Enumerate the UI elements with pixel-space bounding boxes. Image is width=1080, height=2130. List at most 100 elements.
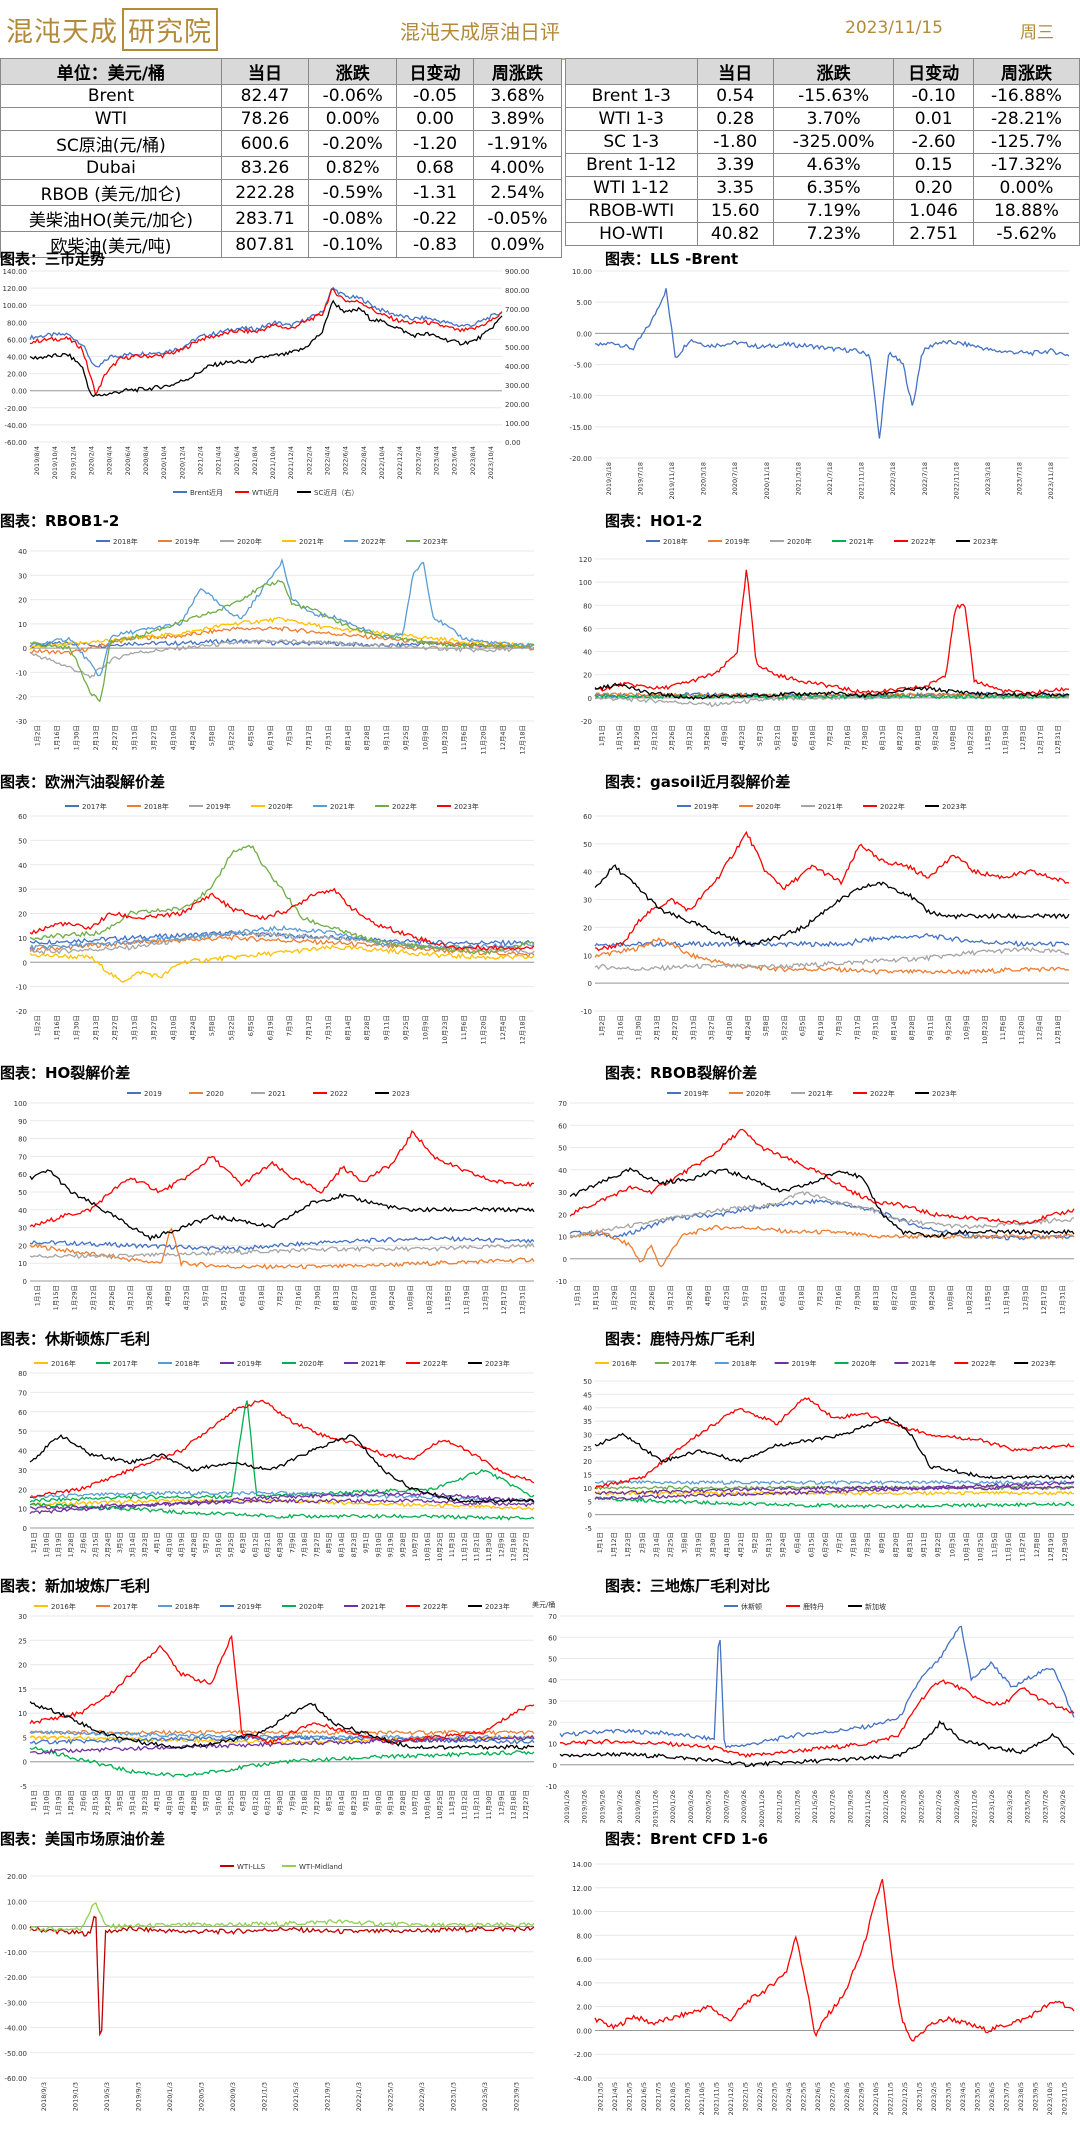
table-cell: -0.06%: [308, 84, 398, 108]
x-tick-label: 2021/4/5: [611, 2082, 619, 2111]
legend-label: 2022年: [911, 537, 936, 546]
table-cell: HO-WTI: [565, 222, 698, 246]
x-tick-label: 12月31日: [1059, 1285, 1067, 1315]
y-tick-label: 0: [23, 1759, 27, 1767]
x-tick-label: 6月19日: [266, 1015, 274, 1040]
table-cell: 0.20: [893, 176, 974, 200]
x-tick-label: 2022/4/4: [324, 446, 332, 475]
x-tick-label: 8月14日: [344, 1015, 352, 1040]
x-tick-label: 2022/7/18: [921, 462, 929, 495]
x-tick-label: 9月25日: [945, 1015, 953, 1040]
x-tick-label: 6月19日: [817, 1015, 825, 1040]
series-line: [559, 1625, 1075, 1749]
table-cell: 15.60: [696, 199, 774, 223]
series-line: [29, 288, 503, 397]
x-tick-label: 2022/9/26: [953, 1790, 961, 1823]
x-tick-label: 7月30日: [861, 725, 869, 750]
y-tick-label: 40: [583, 649, 592, 657]
x-tick-label: 7月3日: [286, 725, 294, 746]
x-tick-label: 12月3日: [481, 1285, 489, 1310]
x-tick-label: 2023/3/5: [945, 2082, 953, 2111]
y-tick-label: 10.00: [7, 1898, 27, 1906]
x-tick-label: 8月14日: [337, 1790, 345, 1815]
table-cell: 0.01: [893, 107, 974, 131]
x-tick-label: 5月21日: [773, 725, 781, 750]
y-tick-label: 40: [583, 869, 592, 877]
table-row: WTI 1-3 0.28 3.70% 0.01 -28.21%: [565, 107, 1080, 131]
x-tick-label: 2019/11/18: [668, 462, 676, 499]
y-tick-label: 20: [583, 924, 592, 932]
table-cell: 0.00%: [972, 176, 1080, 200]
x-tick-label: 5月2日: [751, 1532, 759, 1553]
x-tick-label: 12月17日: [1040, 1285, 1048, 1315]
y-tick-label: 60.00: [7, 336, 27, 344]
x-tick-label: 11月20日: [1017, 1015, 1025, 1045]
y-tick-label: -20: [16, 1008, 27, 1016]
x-tick-label: 3月12日: [127, 1285, 135, 1310]
legend-label: 2023年: [485, 1359, 510, 1368]
x-tick-label: 2020/12/4: [178, 446, 186, 479]
table-header-row: 当日 涨跌 日变动 周涨跌: [565, 58, 1080, 85]
table-row: HO-WTI 40.82 7.23% 2.751 -5.62%: [565, 222, 1080, 246]
x-tick-label: 2021/6/4: [233, 446, 241, 475]
legend-label: 2016年: [51, 1359, 76, 1368]
x-tick-label: 2023/6/4: [451, 446, 459, 475]
legend-label: 2020年: [237, 537, 262, 546]
chart-c6: -10 0 10 20 30 40 50 60 1月2日 1月16日 1月30日 2月13日 2月27日…: [581, 802, 1070, 1045]
table-cell: 3.68%: [472, 84, 563, 108]
column-header: 单位：美元/桶: [0, 58, 222, 85]
y-tick-label: 25: [18, 1637, 27, 1645]
x-tick-label: 7月27日: [313, 1790, 321, 1815]
x-tick-label: 6月18日: [808, 725, 816, 750]
legend-label: WTI近月: [252, 488, 279, 497]
series-line: [29, 1915, 535, 2037]
y-tick-label: -60.00: [4, 2075, 27, 2083]
x-tick-label: 5月8日: [208, 1015, 216, 1036]
x-tick-label: 2020/8/4: [142, 446, 150, 475]
x-tick-label: 5月21日: [220, 1285, 228, 1310]
x-tick-label: 7月17日: [853, 1015, 861, 1040]
x-tick-label: 6月15日: [807, 1532, 815, 1557]
y-tick-label: 40: [548, 1677, 557, 1685]
table-cell: 0.00: [396, 107, 474, 131]
x-tick-label: 7月2日: [816, 1285, 824, 1306]
x-tick-label: 8月13日: [332, 1285, 340, 1310]
x-tick-label: 6月5日: [247, 725, 255, 746]
y2-tick-label: 800.00: [505, 287, 530, 295]
y-tick-label: 20: [18, 1662, 27, 1670]
x-tick-label: 2021/11/18: [858, 462, 866, 499]
table-row: SC原油(元/桶) 600.6 -0.20% -1.20 -1.91%: [0, 130, 563, 157]
series-line: [594, 1397, 1075, 1490]
legend-label: 2023年: [1031, 1359, 1056, 1368]
y-tick-label: -40.00: [4, 422, 27, 430]
x-tick-label: 1月1日: [598, 725, 606, 746]
x-tick-label: 2023/5/3: [481, 2082, 489, 2111]
x-tick-label: 10月3日: [948, 1532, 956, 1557]
y-tick-label: 20: [558, 1211, 567, 1219]
y-tick-label: -10: [556, 1278, 567, 1286]
chart-c4: -20 0 20 40 60 80 100 120 1月1日 1月15日 1月29日 2月12日 2月2…: [579, 537, 1070, 755]
y-tick-label: 0.00: [11, 1924, 27, 1932]
x-tick-label: 2月26日: [668, 725, 676, 750]
x-tick-label: 12月19日: [1047, 1532, 1055, 1562]
chart-c3: -30 -20 -10 0 10 20 30 40 1月2日 1月16日 1月30日 2月13日 2月2…: [16, 537, 535, 755]
y-tick-label: 50: [583, 1378, 592, 1386]
x-tick-label: 5月16日: [215, 1790, 223, 1815]
chart-c5: -20 -10 0 10 20 30 40 50 60 1月2日 1月16日 1月30日 2月13日 2月…: [16, 802, 535, 1045]
x-tick-label: 10月9日: [421, 725, 429, 750]
x-tick-label: 3月12日: [686, 725, 694, 750]
x-tick-label: 3月5日: [116, 1532, 124, 1553]
x-tick-label: 11月6日: [460, 725, 468, 750]
x-tick-label: 2月6日: [79, 1790, 87, 1811]
x-tick-label: 3月27日: [150, 1015, 158, 1040]
series-line: [594, 569, 1070, 695]
x-tick-label: 4月23日: [738, 725, 746, 750]
legend-label: 休斯顿: [741, 1602, 762, 1611]
y-tick-label: 45: [583, 1391, 592, 1399]
y-tick-label: 60: [558, 1122, 567, 1130]
y-tick-label: 140.00: [3, 268, 28, 276]
x-tick-label: 11月20日: [480, 725, 488, 755]
table-cell: 82.47: [220, 84, 310, 108]
x-tick-label: 7月27日: [313, 1532, 321, 1557]
legend-label: 2017年: [82, 802, 107, 811]
